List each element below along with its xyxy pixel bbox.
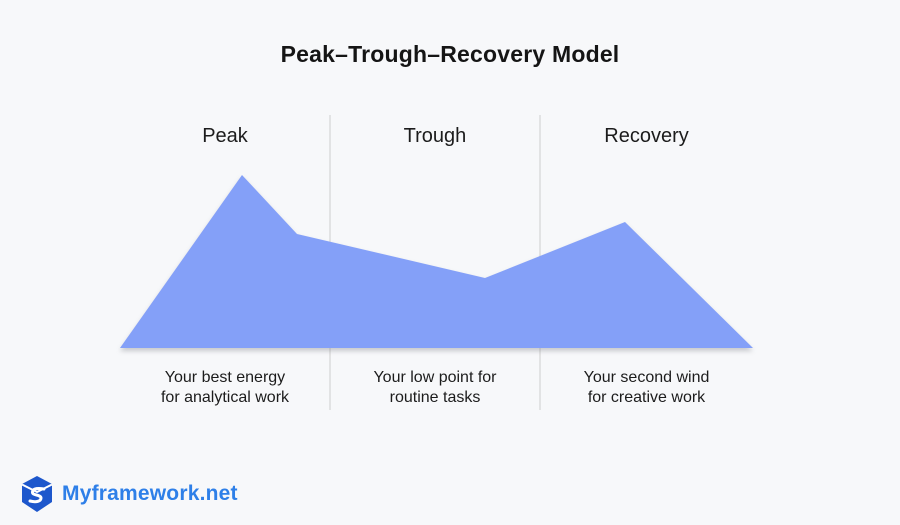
phase-label-recovery: Recovery [604,125,689,147]
energy-curve [120,175,753,348]
caption-recovery: Your second wind for creative work [540,368,753,408]
phase-label-trough: Trough [403,125,467,147]
caption-trough-line-1: Your low point for [373,369,497,386]
caption-peak: Your best energy for analytical work [120,368,330,408]
caption-trough-line-2: routine tasks [389,389,481,406]
cube-logo-icon [20,475,54,513]
caption-recovery-line-2: for creative work [587,389,706,406]
caption-trough: Your low point for routine tasks [330,368,540,408]
brand-name: Myframework.net [62,482,238,505]
brand-link[interactable]: Myframework.net [20,475,238,513]
caption-peak-line-2: for analytical work [160,389,290,406]
caption-peak-line-1: Your best energy [164,369,286,386]
caption-recovery-line-1: Your second wind [583,369,710,386]
phase-label-peak: Peak [202,125,248,147]
page-title: Peak–Trough–Recovery Model [280,41,620,67]
